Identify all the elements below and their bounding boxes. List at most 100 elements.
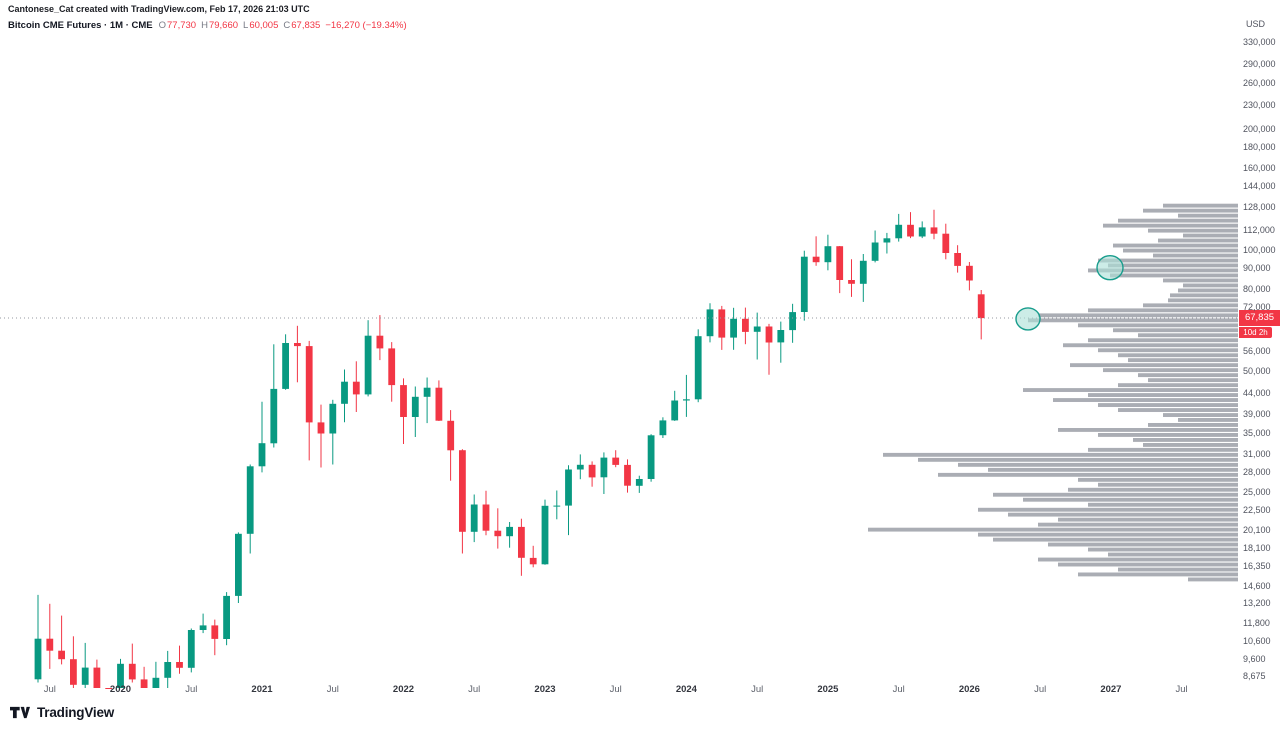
volume-profile-bar	[1098, 482, 1238, 487]
price-tick-label: 180,000	[1243, 142, 1276, 153]
volume-profile-bar	[938, 472, 1238, 477]
candle-body	[34, 638, 42, 680]
volume-profile-bar	[1178, 418, 1238, 422]
volume-profile-bar	[918, 457, 1238, 462]
volume-profile-bar	[1023, 497, 1238, 502]
symbol-title: Bitcoin CME Futures · 1M · CME	[8, 20, 153, 31]
volume-profile-bar	[1143, 443, 1238, 447]
candle-body	[907, 224, 914, 237]
time-tick-label: Jul	[326, 684, 339, 695]
candle-body	[529, 557, 537, 565]
price-tick-label: 200,000	[1243, 123, 1276, 134]
candle-body	[470, 504, 478, 532]
price-tick-label: 8,675	[1243, 671, 1266, 682]
volume-profile-bar	[1070, 363, 1238, 368]
time-tick-label: 2021	[251, 684, 273, 695]
candle-body	[777, 330, 785, 343]
candle-body	[624, 464, 631, 486]
volume-profile-bar	[1078, 477, 1238, 482]
volume-profile-bar	[1058, 562, 1238, 567]
candle-body	[930, 227, 938, 234]
candle-body	[70, 659, 77, 685]
volume-profile-bar	[1178, 213, 1238, 218]
price-tick-label: 44,000	[1243, 388, 1271, 399]
volume-profile-bar	[993, 492, 1238, 497]
volume-profile-bar	[1053, 398, 1238, 402]
volume-profile-bar	[1118, 408, 1238, 412]
tradingview-logo[interactable]: TradingView	[10, 705, 114, 720]
volume-profile-bar	[1118, 353, 1238, 358]
candle-body	[235, 533, 242, 596]
candle-body	[81, 667, 89, 685]
candle-body	[93, 667, 101, 688]
candle-body	[352, 381, 360, 395]
time-tick-label: 2027	[1100, 684, 1122, 695]
volume-profile-bar	[1163, 278, 1238, 283]
candle-body	[199, 625, 207, 630]
volume-profile-bar	[1138, 373, 1238, 378]
high-label: H	[201, 20, 208, 31]
open-label: O	[158, 20, 167, 31]
candle-body	[588, 464, 596, 478]
currency-label: USD	[1246, 19, 1266, 29]
candle-body	[305, 346, 313, 423]
ellipse-drawing[interactable]	[1015, 307, 1041, 331]
time-tick-label: 2024	[675, 684, 697, 695]
price-tick-label: 31,000	[1243, 449, 1271, 460]
volume-profile-bar	[1028, 318, 1238, 323]
price-tick-label: 330,000	[1243, 36, 1276, 47]
price-tick-label: 9,600	[1243, 653, 1266, 664]
close-label: C	[283, 20, 291, 31]
candle-body	[58, 650, 65, 660]
candle-body	[494, 530, 502, 537]
volume-profile-bar	[1103, 368, 1238, 373]
volume-profile-bar	[1153, 253, 1238, 258]
volume-profile-bar	[1113, 243, 1238, 248]
low-value: 60,005	[249, 20, 279, 31]
volume-profile-bar	[988, 467, 1238, 472]
volume-profile-bar	[1078, 572, 1238, 577]
volume-profile-bar	[1108, 552, 1238, 557]
time-axis[interactable]: Jul 2020 Jul 2021 Jul 2022 Jul 2023 Jul 2024 Jul 20…	[0, 682, 1238, 700]
volume-profile-bar	[993, 537, 1238, 542]
price-tick-label: 14,600	[1243, 580, 1271, 591]
price-tick-label: 35,000	[1243, 428, 1271, 438]
volume-profile-bar	[1178, 288, 1238, 293]
volume-profile-bar	[1143, 303, 1238, 308]
time-tick-label: Jul	[609, 684, 622, 695]
candle-body	[258, 443, 266, 467]
candle-body	[128, 663, 136, 680]
candle-body	[294, 343, 301, 347]
volume-profile-bar	[1118, 383, 1238, 388]
volume-profile-bar	[1138, 333, 1238, 338]
last-price-badge: 67,835	[1239, 310, 1280, 326]
time-tick-label: Jul	[43, 684, 56, 695]
symbol-row: Bitcoin CME Futures · 1M · CME O 77,730 H…	[8, 20, 407, 31]
candle-body	[376, 335, 384, 349]
price-tick-label: 11,800	[1243, 617, 1270, 628]
volume-profile-bar	[1118, 567, 1238, 572]
candle-body	[848, 280, 855, 284]
volume-profile-bar	[1118, 218, 1238, 223]
time-tick-label: 2020	[109, 684, 132, 695]
candle-body	[859, 260, 867, 284]
ellipse-drawing[interactable]	[1096, 255, 1124, 281]
volume-profile-bar	[868, 527, 1238, 532]
price-tick-label: 13,200	[1243, 598, 1271, 609]
price-tick-label: 160,000	[1243, 162, 1276, 173]
volume-profile-bar	[1158, 238, 1238, 243]
volume-profile-bar	[1143, 208, 1238, 213]
volume-profile-bar	[1048, 542, 1238, 547]
candle-body	[871, 242, 879, 261]
candle-body	[977, 294, 985, 319]
price-tick-label: 290,000	[1243, 59, 1276, 69]
candle-body	[341, 381, 348, 404]
volume-profile-bar	[1163, 203, 1238, 208]
candle-body	[683, 399, 690, 401]
price-axis[interactable]: USD 67,835 10d 2h 330,000 290,000 260,000 2…	[1239, 0, 1280, 734]
volume-profile-bar	[1038, 313, 1238, 318]
price-tick-label: 39,000	[1243, 409, 1271, 420]
change-value: −16,270 (−19.34%)	[325, 20, 407, 31]
low-label: L	[243, 20, 249, 31]
